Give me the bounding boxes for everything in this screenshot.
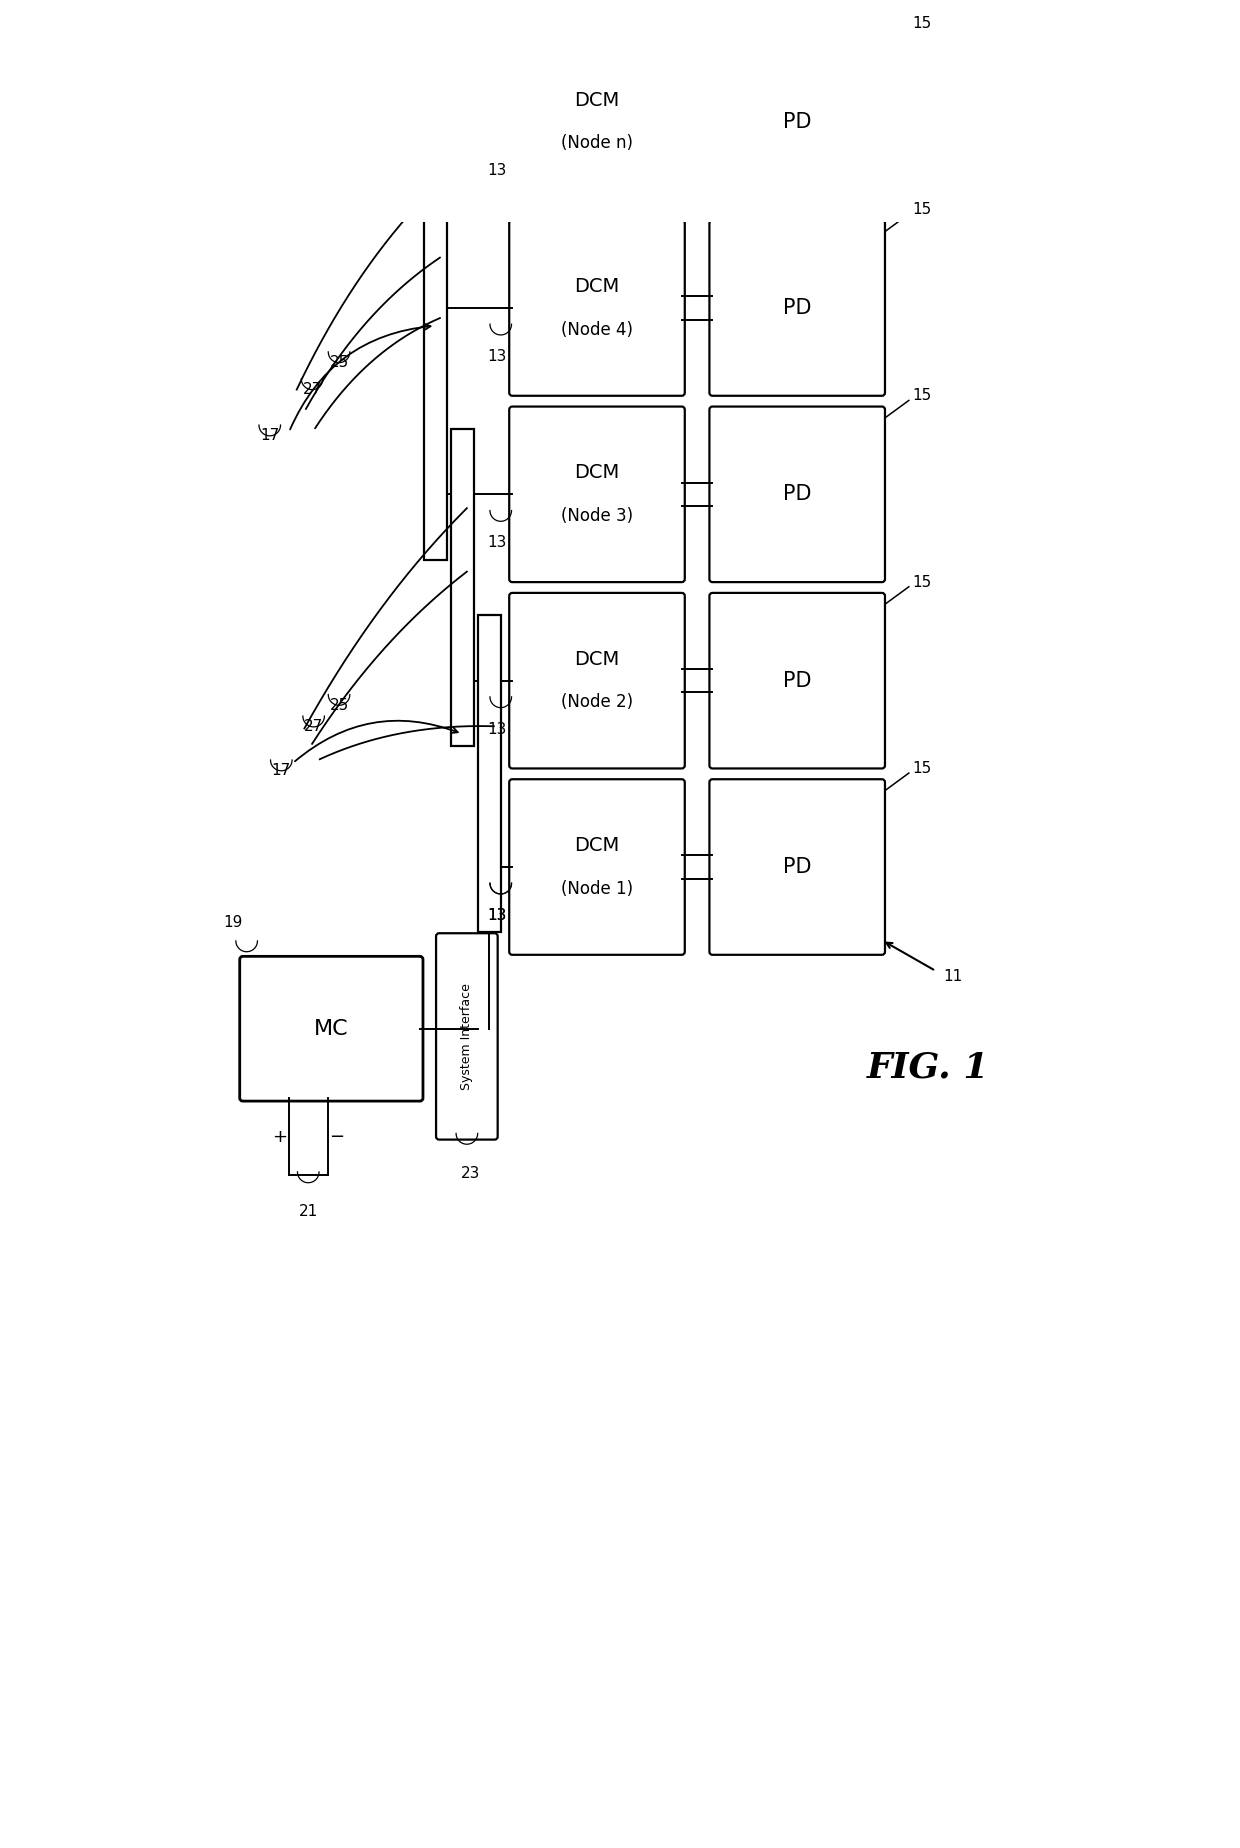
Text: DCM: DCM [574, 91, 620, 109]
FancyBboxPatch shape [510, 780, 684, 955]
Text: 13: 13 [487, 723, 507, 737]
Text: PD: PD [782, 857, 811, 878]
FancyBboxPatch shape [709, 780, 885, 955]
FancyBboxPatch shape [709, 407, 885, 582]
Text: 13: 13 [487, 163, 507, 177]
Text: 27: 27 [303, 383, 321, 397]
FancyBboxPatch shape [436, 933, 497, 1140]
Text: DCM: DCM [574, 277, 620, 296]
Text: 15: 15 [913, 761, 932, 776]
Bar [450, 429, 474, 747]
Text: 13: 13 [487, 907, 507, 922]
Text: PD: PD [782, 671, 811, 691]
Text: 17: 17 [260, 429, 279, 444]
Text: 25: 25 [330, 699, 348, 713]
Text: FIG. 1: FIG. 1 [867, 1050, 990, 1085]
Text: (Node 4): (Node 4) [560, 320, 632, 338]
Text: 15: 15 [913, 388, 932, 403]
Text: (Node 1): (Node 1) [560, 880, 634, 898]
Text: 13: 13 [487, 907, 507, 922]
Text: 19: 19 [223, 915, 243, 930]
Text: 25: 25 [330, 355, 348, 370]
FancyBboxPatch shape [709, 593, 885, 769]
FancyBboxPatch shape [709, 220, 885, 395]
Text: 11: 11 [944, 968, 962, 983]
Text: 21: 21 [299, 1205, 317, 1220]
Text: (Node 3): (Node 3) [560, 506, 634, 525]
Text: PD: PD [782, 298, 811, 318]
Bar [477, 615, 501, 933]
Text: 23: 23 [461, 1166, 480, 1181]
Text: 17: 17 [272, 763, 291, 778]
Text: System Interface: System Interface [460, 983, 474, 1090]
FancyBboxPatch shape [510, 220, 684, 395]
Text: 13: 13 [487, 349, 507, 364]
Text: MC: MC [314, 1018, 348, 1039]
FancyBboxPatch shape [709, 33, 885, 209]
Text: −: − [329, 1127, 345, 1146]
Text: (Node 2): (Node 2) [560, 693, 634, 711]
Text: (Node n): (Node n) [560, 135, 632, 152]
Text: DCM: DCM [574, 650, 620, 669]
Text: +: + [273, 1127, 288, 1146]
Text: 15: 15 [913, 575, 932, 590]
Text: PD: PD [782, 484, 811, 505]
Bar [424, 55, 446, 560]
Text: 15: 15 [913, 201, 932, 216]
FancyBboxPatch shape [239, 957, 423, 1101]
Text: 15: 15 [913, 15, 932, 31]
Text: PD: PD [782, 111, 811, 131]
FancyBboxPatch shape [510, 33, 684, 209]
FancyBboxPatch shape [510, 407, 684, 582]
Text: 13: 13 [487, 536, 507, 551]
Text: DCM: DCM [574, 464, 620, 482]
Text: DCM: DCM [574, 835, 620, 856]
FancyBboxPatch shape [510, 593, 684, 769]
Text: 27: 27 [304, 719, 324, 734]
